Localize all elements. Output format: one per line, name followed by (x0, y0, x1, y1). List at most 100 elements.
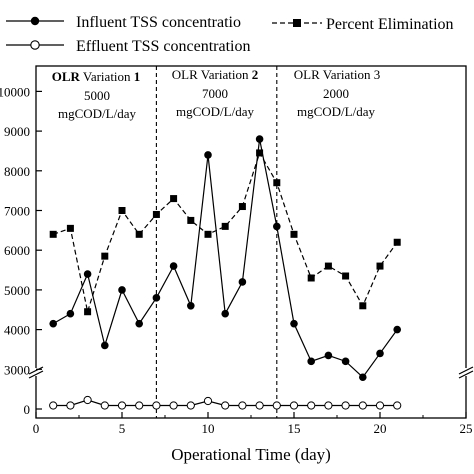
data-point-filled-circle (49, 319, 57, 328)
annotation-olr-2-title: OLR Variation 2 (172, 67, 258, 82)
data-point-square (307, 274, 315, 282)
data-point-filled-circle (152, 294, 161, 302)
data-point-filled-circle (66, 309, 75, 318)
data-point-filled-circle (359, 373, 367, 382)
y-tick-label-7000: 7000 (4, 204, 30, 219)
data-point-square (221, 222, 229, 230)
data-point-filled-circle (101, 341, 109, 350)
annotation-olr-3-value: 2000 (323, 86, 349, 101)
annotation-olr-2-unit: mgCOD/L/day (176, 104, 254, 119)
data-point-filled-circle (376, 349, 384, 358)
y-tick-label-8000: 8000 (4, 164, 30, 179)
x-tick-label-5: 5 (119, 421, 126, 436)
y-tick-label-4000: 4000 (4, 323, 30, 338)
data-point-filled-circle (324, 351, 333, 360)
data-point-square (187, 216, 195, 224)
data-point-open-circle (289, 401, 299, 410)
data-point-open-circle (393, 401, 402, 410)
data-point-open-circle (100, 401, 109, 410)
legend-influent-label: Influent TSS concentratio (76, 14, 241, 31)
data-point-filled-circle (273, 222, 281, 231)
data-point-open-circle (272, 401, 281, 410)
annotation-olr-2: OLR Variation 2 7000 mgCOD/L/day (172, 67, 258, 119)
data-point-filled-circle (135, 319, 143, 328)
data-point-square (324, 262, 332, 270)
y-tick-label-9000: 9000 (4, 124, 30, 139)
legend-effluent-label: Effluent TSS concentration (76, 38, 250, 55)
data-point-filled-circle (221, 309, 229, 318)
data-point-square (273, 179, 281, 187)
y-tick-label-3000: 3000 (4, 362, 30, 377)
legend: Influent TSS concentratio Effluent TSS c… (6, 14, 454, 55)
filled-circle-marker-icon (30, 16, 40, 26)
data-point-open-circle (324, 401, 333, 410)
data-point-filled-circle (255, 135, 264, 143)
data-point-square (118, 207, 126, 214)
data-point-open-circle (49, 401, 58, 410)
annotation-olr-1-title: OLR Variation 1 (52, 69, 141, 84)
x-tick-label-0: 0 (33, 421, 40, 436)
y-axis-break-left (28, 366, 44, 379)
data-point-square (359, 302, 367, 310)
data-point-open-circle (169, 401, 178, 410)
y-axis-break-right (458, 366, 474, 379)
annotation-olr-1-unit: mgCOD/L/day (58, 106, 136, 121)
series-2 (49, 149, 401, 316)
open-circle-marker-icon (30, 40, 40, 50)
data-point-filled-circle (118, 286, 126, 294)
x-tick-label-25: 25 (460, 421, 473, 436)
data-point-open-circle (203, 396, 213, 406)
data-point-filled-circle (393, 325, 402, 334)
data-point-filled-circle (187, 301, 195, 310)
legend-item-percent: Percent Elimination (272, 16, 454, 33)
data-point-filled-circle (169, 262, 178, 270)
x-tick-label-20: 20 (374, 421, 387, 436)
data-point-square (101, 252, 109, 260)
data-point-open-circle (117, 401, 127, 410)
data-point-square (238, 203, 246, 211)
data-point-open-circle (307, 401, 316, 410)
annotation-olr-3-title: OLR Variation 3 (294, 67, 380, 82)
annotation-olr-2-value: 7000 (202, 86, 228, 101)
data-point-open-circle (83, 395, 92, 405)
y-tick-label-5000: 5000 (4, 283, 30, 298)
data-point-filled-circle (204, 151, 212, 159)
series-layer (49, 135, 402, 410)
annotation-olr-3-unit: mgCOD/L/day (297, 104, 375, 119)
data-point-open-circle (375, 401, 385, 410)
data-point-open-circle (152, 401, 161, 410)
series-line-2 (53, 151, 398, 312)
data-point-square (66, 224, 74, 232)
x-tick-label-15: 15 (288, 421, 301, 436)
filled-square-marker-icon (293, 19, 301, 27)
x-tick-label-10: 10 (202, 421, 215, 436)
series-0 (49, 135, 402, 382)
y-tick-label-6000: 6000 (4, 243, 30, 258)
data-point-filled-circle (307, 357, 316, 366)
data-point-open-circle (186, 401, 195, 410)
data-point-open-circle (66, 401, 75, 410)
y-tick-label-10000: 10000 (0, 84, 30, 99)
data-point-square (393, 238, 401, 246)
data-point-filled-circle (341, 357, 350, 366)
data-point-square (204, 230, 212, 238)
data-point-square (84, 308, 92, 316)
data-point-square (49, 230, 57, 238)
annotation-olr-1: OLR Variation 1 5000 mgCOD/L/day (52, 69, 141, 121)
data-point-open-circle (238, 401, 247, 410)
data-point-filled-circle (290, 319, 298, 328)
data-point-square (290, 230, 298, 238)
annotation-olr-1-value: 5000 (84, 88, 110, 103)
x-axis-label: Operational Time (day) (171, 445, 331, 464)
phase-separators (155, 66, 278, 418)
data-point-square (256, 149, 264, 157)
series-1 (49, 395, 402, 410)
data-point-open-circle (221, 401, 230, 410)
data-point-open-circle (135, 401, 144, 410)
data-point-square (170, 195, 178, 203)
data-point-filled-circle (83, 270, 92, 278)
data-point-open-circle (341, 401, 350, 410)
annotation-olr-3: OLR Variation 3 2000 mgCOD/L/day (294, 67, 380, 119)
data-point-square (342, 272, 350, 280)
